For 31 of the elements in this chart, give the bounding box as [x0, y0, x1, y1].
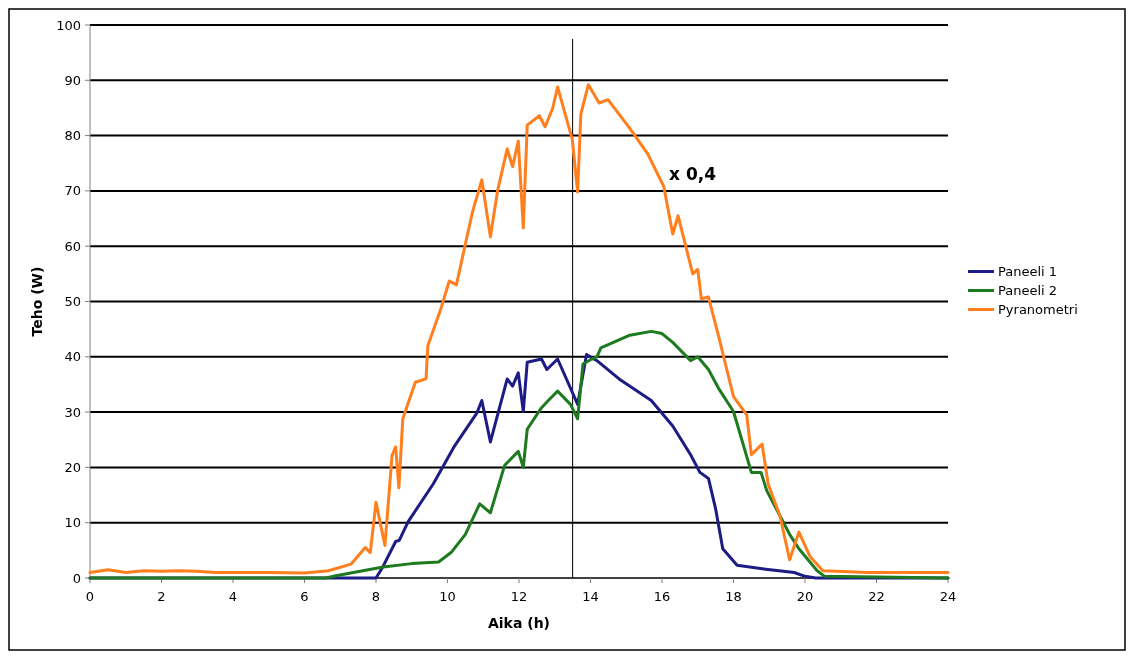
x-tick-label: 22	[868, 589, 885, 604]
legend-label: Pyranometri	[998, 302, 1078, 318]
x-tick-label: 12	[510, 589, 528, 604]
y-tick-label: 50	[64, 294, 81, 310]
x-axis-title: Aika (h)	[487, 615, 551, 631]
x-tick-label: 10	[439, 589, 456, 604]
x-tick-label: 6	[300, 589, 309, 604]
x-tick-label: 18	[725, 589, 742, 604]
x-tick-label: 0	[85, 589, 95, 604]
y-tick-label: 0	[72, 570, 81, 586]
legend-label: Paneeli 1	[998, 264, 1058, 280]
y-tick-label: 40	[64, 349, 81, 365]
y-tick-label: 60	[64, 238, 81, 254]
y-tick-label: 30	[64, 404, 81, 420]
legend-label: Paneeli 2	[998, 283, 1058, 299]
x-tick-label: 14	[582, 589, 599, 604]
x-tick-label: 2	[157, 589, 166, 604]
y-tick-label: 10	[64, 515, 81, 531]
y-tick-label: 100	[56, 17, 81, 33]
x-tick-label: 4	[228, 589, 238, 604]
y-tick-label: 90	[64, 72, 81, 88]
x-tick-label: 8	[371, 589, 381, 604]
x-tick-label: 24	[939, 589, 957, 604]
y-tick-label: 80	[64, 128, 81, 144]
y-tick-label: 70	[64, 183, 81, 199]
annotation: x 0,4	[669, 164, 717, 185]
y-axis-title: Teho (W)	[29, 266, 45, 337]
y-tick-label: 20	[64, 459, 81, 475]
line-series	[88, 83, 950, 575]
x-tick-label: 16	[653, 589, 671, 604]
x-tick-label: 20	[796, 589, 814, 604]
